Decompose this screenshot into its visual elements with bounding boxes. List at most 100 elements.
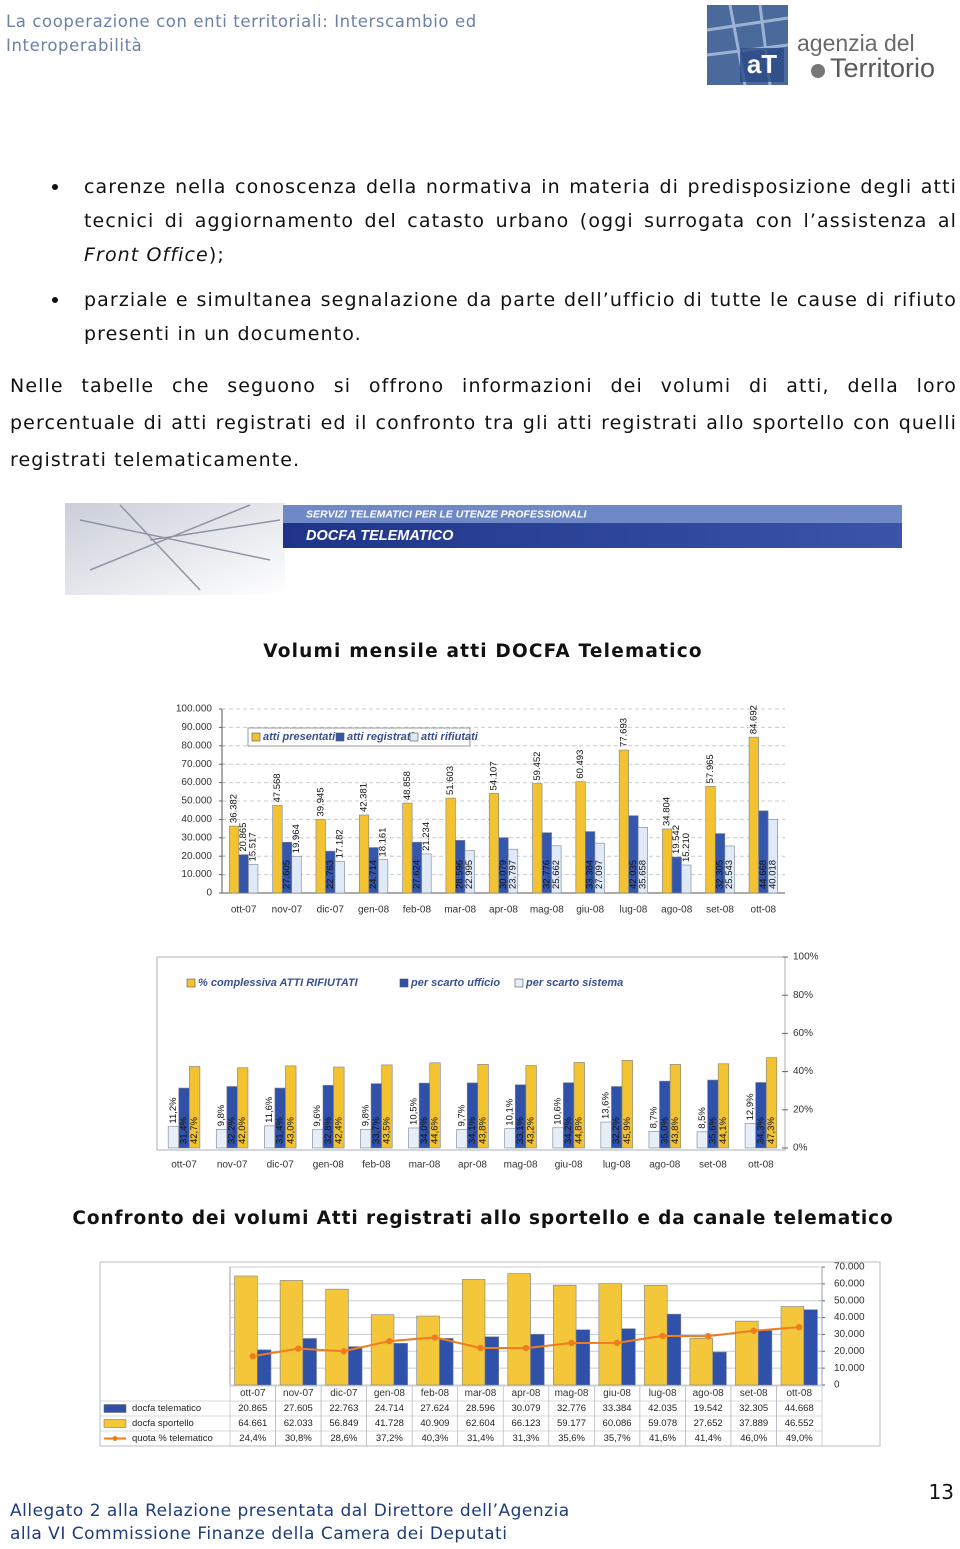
data-label: 48.858 [402,771,413,800]
bar [302,1338,317,1386]
bar [370,1314,395,1386]
data-label: 34,2% [563,1117,574,1144]
data-label: 43,2% [526,1117,537,1144]
data-label: 27.624 [411,860,422,889]
bar [234,1275,258,1386]
data-label: 8,5% [697,1107,708,1129]
data-label: 20.865 [238,823,249,852]
data-label: 9,8% [216,1104,227,1126]
table-row-label: quota % telematico [132,1433,213,1444]
y-tick-label: 60% [793,1028,813,1039]
table-value: 41,6% [649,1433,676,1444]
table-value: 35,7% [604,1433,631,1444]
data-label: 44.668 [758,860,769,889]
table-value: 64.661 [238,1418,267,1429]
table-header: ott-08 [786,1388,812,1399]
legend-swatch [186,978,196,988]
table-value: 42.035 [648,1403,677,1414]
table-value: 41.728 [375,1418,404,1429]
y-tick-label: 30.000 [834,1329,865,1340]
bar [264,1125,276,1149]
bar [681,864,692,894]
bar [712,1351,727,1386]
legend-box [247,727,471,747]
data-label: 34,3% [755,1117,766,1144]
legend-swatch [251,732,261,742]
legend-label: atti rifiutati [421,731,479,743]
bar [553,1284,577,1386]
data-label: 42.035 [628,860,639,889]
data-label: 32,2% [227,1117,238,1144]
legend-swatch [335,732,345,742]
bar [237,1067,249,1149]
table-value: 40.909 [420,1418,449,1429]
data-label: 11,2% [168,1097,179,1124]
table-value: 44.668 [785,1403,814,1414]
table-value: 27.605 [284,1403,313,1414]
logo-box [740,48,784,82]
bar [767,819,778,894]
data-label: 25.662 [551,860,562,889]
x-tick-label: giu-08 [576,905,604,916]
bar [285,1065,297,1149]
data-label: 45,9% [622,1117,633,1144]
table-value: 40,3% [421,1433,448,1444]
y-tick-label: 10.000 [181,869,212,880]
section-heading: Confronto dei volumi Atti registrati all… [72,1208,894,1229]
table-header: ott-07 [240,1388,266,1399]
table-value: 35,6% [558,1433,585,1444]
bar [594,842,605,894]
table-value: 27.624 [420,1403,449,1414]
x-tick-label: ott-07 [171,1160,197,1171]
data-label: 22.995 [464,860,475,889]
data-label: 39.945 [315,787,326,816]
y-tick-label: 70.000 [181,759,212,770]
data-label: 34.804 [662,797,673,826]
bar [757,1330,773,1386]
bar [439,1338,454,1386]
table-value: 60.086 [603,1418,632,1429]
bar [530,1333,545,1386]
bar [393,1343,408,1386]
data-label: 35,6% [707,1117,718,1144]
line-marker [295,1345,302,1352]
y-tick-label: 50.000 [834,1295,865,1306]
x-tick-label: apr-08 [458,1160,487,1171]
data-label: 32.776 [541,860,552,889]
x-tick-label: gen-08 [358,905,390,916]
table-header: ago-08 [693,1388,725,1399]
data-label: 43,8% [670,1117,681,1144]
table-header: mar-08 [465,1388,497,1399]
bar [461,1279,486,1386]
bar [696,1131,708,1149]
bar [552,1127,564,1149]
y-tick-label: 40% [793,1066,813,1077]
bar [167,1126,180,1149]
data-label: 33,7% [371,1117,382,1144]
page-number: 13 [928,1480,954,1504]
data-label: 10,6% [553,1097,564,1124]
banner: SERVIZI TELEMATICI PER LE UTENZE PROFESS… [65,503,902,595]
bar [621,1328,636,1386]
bar [189,1066,201,1149]
data-label: 12,9% [745,1093,756,1120]
data-label: 34,0% [419,1117,430,1144]
bar [312,1129,324,1149]
data-label: 54.107 [488,761,499,790]
data-label: 17.182 [334,829,345,858]
banner-band [283,523,902,548]
x-tick-label: ott-08 [748,1160,774,1171]
table-header: mag-08 [555,1388,589,1399]
data-label: 42,7% [189,1117,200,1144]
bar [600,1121,612,1149]
footer-line: alla VI Commissione Finanze della Camera… [10,1524,508,1544]
section-heading: Volumi mensile atti DOCFA Telematico [263,641,703,662]
table-value: 32.305 [739,1403,768,1414]
data-label: 31,4% [275,1117,286,1144]
line-marker [431,1334,439,1341]
bar [291,855,302,894]
italic-text: Front Office [84,244,209,266]
x-tick-label: feb-08 [403,905,432,916]
banner-band [283,505,902,523]
bar [429,1062,441,1149]
